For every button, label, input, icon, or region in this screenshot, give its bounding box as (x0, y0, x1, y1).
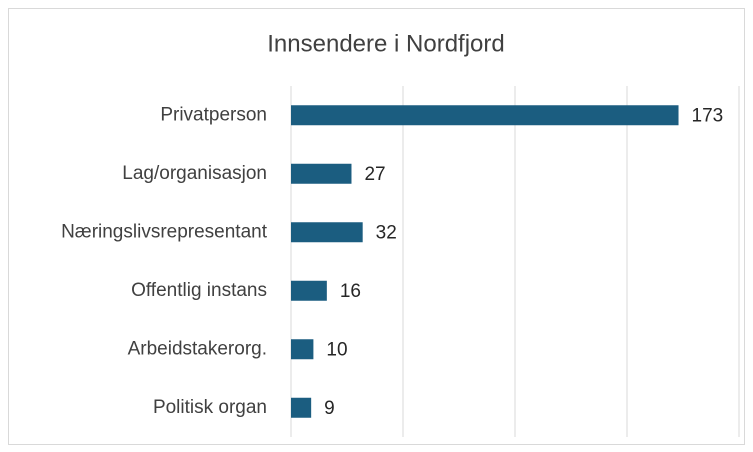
data-label: 32 (376, 222, 397, 243)
bar (291, 397, 312, 418)
bar (291, 105, 679, 126)
y-tick-label: Lag/organisasjon (122, 163, 267, 184)
data-label: 9 (324, 398, 335, 419)
y-tick-label: Privatperson (160, 104, 267, 125)
bar (291, 280, 327, 301)
y-tick-label: Politisk organ (153, 397, 267, 418)
data-label: 16 (340, 281, 361, 302)
chart-title: Innsendere i Nordfjord (267, 30, 504, 57)
data-label: 173 (692, 105, 724, 126)
chart-border (8, 8, 745, 445)
data-label: 27 (364, 164, 385, 185)
bar (291, 339, 314, 360)
bar (291, 163, 352, 184)
y-tick-label: Næringslivsrepresentant (61, 221, 268, 242)
bar (291, 222, 363, 243)
data-label: 10 (326, 339, 347, 360)
y-tick-label: Offentlig instans (131, 280, 267, 301)
y-tick-label: Arbeidstakerorg. (128, 338, 267, 359)
